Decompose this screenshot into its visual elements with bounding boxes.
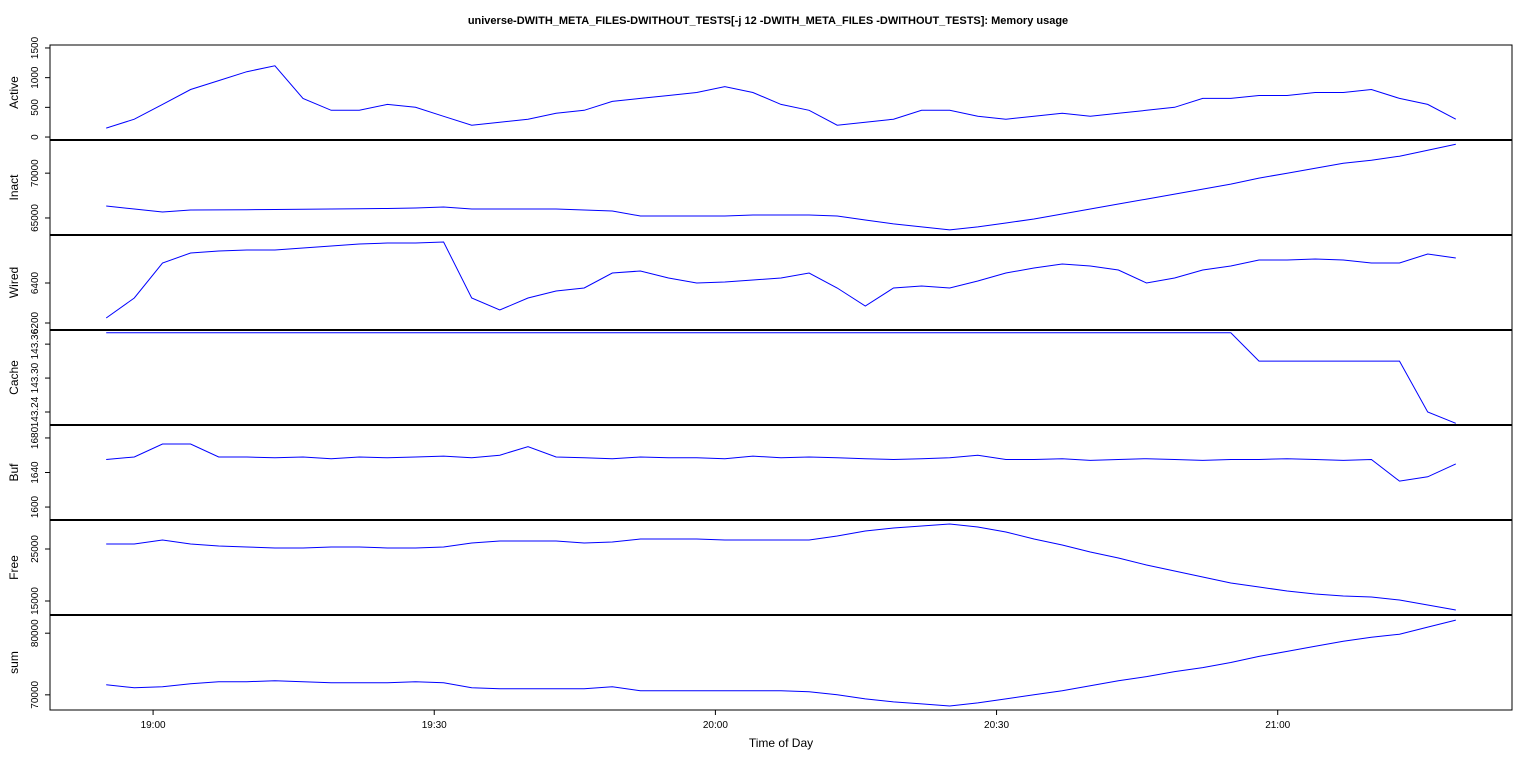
y-tick-label: 0 bbox=[30, 134, 41, 140]
panel-frame bbox=[49, 44, 1513, 141]
panel-frame bbox=[49, 329, 1513, 426]
y-axis-label: Buf bbox=[7, 463, 21, 482]
y-axis-label: sum bbox=[7, 651, 21, 674]
x-axis-label: Time of Day bbox=[749, 736, 813, 750]
y-tick-label: 25000 bbox=[30, 535, 41, 563]
x-tick-label: 20:00 bbox=[703, 720, 728, 731]
y-tick-label: 1600 bbox=[30, 495, 41, 518]
y-axis-label: Active bbox=[7, 76, 21, 109]
panel-frame bbox=[49, 234, 1513, 331]
x-tick-label: 19:30 bbox=[422, 720, 447, 731]
data-line bbox=[106, 143, 1456, 231]
panel-frame bbox=[49, 614, 1513, 711]
data-line bbox=[106, 65, 1457, 129]
y-tick-label: 70000 bbox=[30, 681, 41, 709]
y-tick-label: 15000 bbox=[30, 587, 41, 615]
panel-frame bbox=[49, 139, 1513, 236]
data-line bbox=[106, 443, 1457, 482]
y-tick-label: 143.30 bbox=[30, 362, 41, 393]
y-tick-label: 1500 bbox=[30, 36, 41, 59]
y-tick-label: 1680 bbox=[30, 426, 41, 449]
y-tick-label: 6200 bbox=[30, 311, 41, 334]
x-tick-label: 20:30 bbox=[984, 720, 1009, 731]
chart-title: universe-DWITH_META_FILES-DWITHOUT_TESTS… bbox=[468, 15, 1068, 27]
y-axis-label: Wired bbox=[7, 267, 21, 298]
panel-frame bbox=[49, 519, 1513, 616]
y-tick-label: 1640 bbox=[30, 461, 41, 484]
y-tick-label: 65000 bbox=[30, 204, 41, 232]
y-axis-label: Inact bbox=[7, 174, 21, 201]
y-tick-label: 70000 bbox=[30, 159, 41, 187]
y-axis-label: Free bbox=[7, 555, 21, 580]
y-tick-label: 1000 bbox=[30, 66, 41, 89]
y-tick-label: 143.24 bbox=[30, 396, 41, 427]
y-tick-label: 143.36 bbox=[30, 328, 41, 359]
data-line bbox=[105, 241, 1456, 319]
y-tick-label: 80000 bbox=[30, 619, 41, 647]
data-line bbox=[106, 332, 1456, 424]
x-tick-label: 21:00 bbox=[1265, 720, 1290, 731]
data-line bbox=[106, 619, 1456, 707]
y-axis-label: Cache bbox=[7, 360, 21, 395]
x-tick-label: 19:00 bbox=[141, 720, 166, 731]
y-tick-label: 500 bbox=[30, 99, 41, 116]
data-line bbox=[106, 523, 1456, 611]
y-tick-label: 6400 bbox=[30, 271, 41, 294]
panel-frame bbox=[49, 424, 1513, 521]
